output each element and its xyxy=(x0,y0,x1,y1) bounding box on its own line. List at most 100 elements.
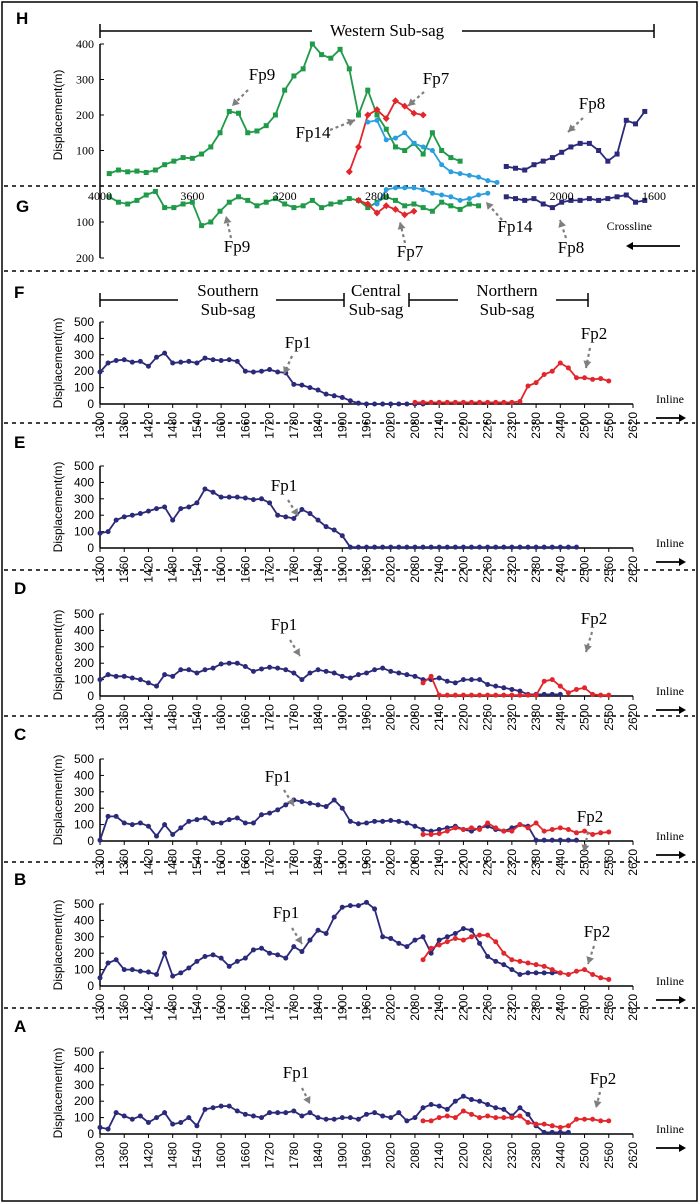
x-tick-label-F-2560: 2560 xyxy=(602,412,616,439)
x-tick-label-D-1960: 1960 xyxy=(360,704,374,731)
tag-arrow-D-Fp1-head xyxy=(292,647,300,656)
data-point-E-Fp1-26 xyxy=(307,511,313,517)
data-point-B-Fp1-37 xyxy=(396,940,402,946)
x-tick-label-F-1720: 1720 xyxy=(263,412,277,439)
data-point-B-Fp1-26 xyxy=(307,937,313,943)
data-point-D-Fp1-55 xyxy=(541,691,547,697)
data-point-G-Fp9-12 xyxy=(217,208,223,214)
data-point-E-Fp1-4 xyxy=(129,512,135,518)
data-point-A-Fp2-8 xyxy=(485,1113,491,1119)
data-point-C-Fp2-13 xyxy=(525,825,531,831)
data-point-G-Fp9-0 xyxy=(106,194,112,200)
data-point-G-Fp9-39 xyxy=(466,201,472,207)
data-point-H-Fp7-7 xyxy=(410,109,418,117)
data-point-C-Fp1-2 xyxy=(113,813,119,819)
data-point-C-Fp2-17 xyxy=(557,825,563,831)
data-point-C-Fp1-55 xyxy=(541,837,547,843)
data-point-H-Fp9-7 xyxy=(171,158,177,164)
inline-arrow-head-E xyxy=(679,558,686,566)
inline-arrow-head-B xyxy=(679,996,686,1004)
data-point-H-Fp8-0 xyxy=(503,163,509,169)
x-tick-label-E-1480: 1480 xyxy=(166,556,180,583)
panel-label-B: B xyxy=(14,870,26,889)
data-point-C-Fp2-8 xyxy=(485,820,491,826)
data-point-H-Fp8-8 xyxy=(577,140,583,146)
x-tick-label-E-1540: 1540 xyxy=(190,556,204,583)
data-point-H-Fp9-2 xyxy=(125,169,131,175)
data-point-B-Fp1-28 xyxy=(323,931,329,937)
data-point-B-Fp1-25 xyxy=(299,949,305,955)
data-point-E-Fp1-12 xyxy=(194,500,200,506)
data-point-E-Fp1-9 xyxy=(170,517,176,523)
h-tag-arrow-Fp8-head xyxy=(568,124,576,132)
data-point-E-Fp1-7 xyxy=(154,506,160,512)
data-point-D-Fp2-19 xyxy=(573,686,579,692)
data-point-D-Fp1-45 xyxy=(460,677,466,683)
data-point-D-Fp2-8 xyxy=(485,692,491,698)
data-point-A-Fp1-4 xyxy=(129,1116,135,1122)
x-tick-label-A-1480: 1480 xyxy=(166,1142,180,1169)
data-point-C-Fp1-11 xyxy=(186,818,192,824)
data-point-H-Fp14-0 xyxy=(365,119,371,125)
x-tick-label-B-2560: 2560 xyxy=(602,994,616,1021)
data-point-B-Fp1-0 xyxy=(97,975,103,981)
data-point-H-Fp8-9 xyxy=(586,140,592,146)
data-point-B-Fp2-3 xyxy=(444,939,450,945)
inline-arrow-head-D xyxy=(679,706,686,714)
data-point-F-Fp1-34 xyxy=(372,401,378,407)
data-point-G-Fp8-12 xyxy=(614,194,620,200)
data-point-B-Fp1-5 xyxy=(137,968,143,974)
data-point-C-Fp1-31 xyxy=(347,818,353,824)
data-point-H-Fp8-6 xyxy=(559,149,565,155)
y-axis-label-D: Displacement(m) xyxy=(51,610,65,701)
data-point-A-Fp1-13 xyxy=(202,1106,208,1112)
x-tick-label-B-1480: 1480 xyxy=(166,994,180,1021)
y-tick-label-F-200: 200 xyxy=(74,364,94,378)
data-point-G-Fp8-10 xyxy=(596,197,602,203)
data-point-B-Fp1-46 xyxy=(468,927,474,933)
data-point-E-Fp1-22 xyxy=(275,512,281,518)
g-tag-arrow-Fp8-head xyxy=(558,220,567,228)
data-point-D-Fp1-15 xyxy=(218,661,224,667)
data-point-C-Fp1-9 xyxy=(170,831,176,837)
data-point-B-Fp1-51 xyxy=(509,967,515,973)
data-point-H-Fp7-6 xyxy=(401,102,409,110)
g-tag-Fp7: Fp7 xyxy=(397,242,424,261)
data-point-A-Fp1-12 xyxy=(194,1123,200,1129)
data-point-A-Fp2-20 xyxy=(582,1116,588,1122)
x-tick-label-C-1360: 1360 xyxy=(117,849,131,876)
data-point-E-Fp1-13 xyxy=(202,486,208,492)
tag-arrow-E-Fp1-head xyxy=(290,507,298,516)
inline-axis-label-D: Inline xyxy=(656,684,684,698)
data-point-C-Fp1-38 xyxy=(404,820,410,826)
data-point-G-Fp9-8 xyxy=(180,201,186,207)
y-tick-label-D-0: 0 xyxy=(87,689,94,703)
data-point-A-Fp1-1 xyxy=(105,1126,111,1132)
h-y-axis-label: Displacement(m) xyxy=(51,70,65,161)
x-tick-label-C-1900: 1900 xyxy=(335,849,349,876)
tag-B-Fp1: Fp1 xyxy=(273,903,299,922)
g-tag-arrow-Fp9-head xyxy=(223,216,232,224)
data-point-B-Fp1-45 xyxy=(460,926,466,932)
data-point-D-Fp1-30 xyxy=(339,673,345,679)
y-tick-label-C-500: 500 xyxy=(74,752,94,766)
data-point-F-Fp1-11 xyxy=(186,358,192,364)
data-point-H-Fp14-12 xyxy=(476,174,482,180)
data-point-D-Fp2-17 xyxy=(557,683,563,689)
data-point-G-Fp9-20 xyxy=(291,205,297,211)
data-point-E-Fp1-30 xyxy=(339,533,345,539)
data-point-D-Fp1-46 xyxy=(468,677,474,683)
data-point-H-Fp9-32 xyxy=(402,148,408,153)
data-point-H-Fp8-7 xyxy=(568,144,574,150)
data-point-A-Fp1-32 xyxy=(355,1116,361,1122)
data-point-D-Fp1-50 xyxy=(501,685,507,691)
data-point-F-Fp1-31 xyxy=(347,398,353,404)
data-point-C-Fp1-26 xyxy=(307,800,313,806)
x-tick-label-D-1480: 1480 xyxy=(166,704,180,731)
x-tick-label-C-2500: 2500 xyxy=(578,849,592,876)
data-point-F-Fp2-7 xyxy=(468,399,474,405)
data-point-B-Fp1-27 xyxy=(315,927,321,933)
data-point-E-Fp1-43 xyxy=(444,544,450,550)
y-tick-label-B-0: 0 xyxy=(87,979,94,993)
